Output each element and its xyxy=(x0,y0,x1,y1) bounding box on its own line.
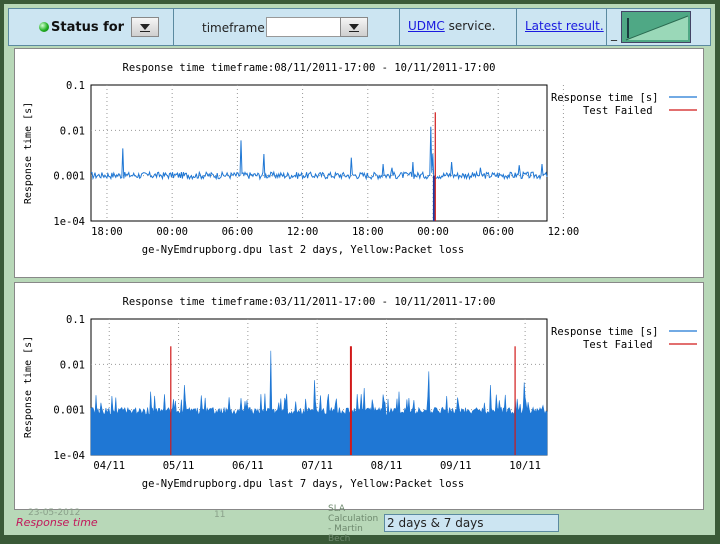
x-axis-label: ge-NyEmdrupborg.dpu last 7 days, Yellow:… xyxy=(142,478,464,490)
status-label: Status for xyxy=(51,20,125,35)
y-tick-label: 0.001 xyxy=(53,405,85,417)
top-toolbar: Status for timeframe UDMC service. Lates… xyxy=(8,8,711,46)
x-tick-label: 06/11 xyxy=(232,460,264,472)
timeframe-cell: timeframe xyxy=(174,9,400,45)
chart-title: Response time timeframe:08/11/2011-17:00… xyxy=(123,62,496,74)
legend-label-response: Response time [s] xyxy=(551,92,658,104)
udmc-link[interactable]: UDMC xyxy=(408,19,445,33)
x-tick-label: 09/11 xyxy=(440,460,472,472)
chart-title: Response time timeframe:03/11/2011-17:00… xyxy=(123,296,496,308)
x-tick-label: 00:00 xyxy=(156,226,188,238)
response-time-series xyxy=(90,350,548,456)
latest-cell: Latest result. xyxy=(517,9,607,45)
x-tick-label: 10/11 xyxy=(509,460,541,472)
thumb-separator: _ xyxy=(611,27,617,41)
status-dropdown-button[interactable] xyxy=(131,17,159,37)
y-tick-label: 1e-04 xyxy=(53,216,85,228)
y-tick-label: 0.01 xyxy=(60,359,85,371)
footer-topic: Response time xyxy=(16,516,98,529)
slide-footer: 23-05-2012 11 SLA Calculation - Martin B… xyxy=(14,504,704,544)
y-tick-label: 0.1 xyxy=(66,314,85,326)
x-tick-label: 18:00 xyxy=(352,226,384,238)
legend-label-failed: Test Failed xyxy=(583,339,653,351)
y-axis-label: Response time [s] xyxy=(23,336,34,438)
udmc-text: UDMC service. xyxy=(408,19,495,33)
y-tick-label: 0.1 xyxy=(66,80,85,92)
timeframe-label: timeframe xyxy=(202,21,265,35)
response-chart-7-days: Response time timeframe:03/11/2011-17:00… xyxy=(23,296,697,490)
chart-panel-7-days: Response time timeframe:03/11/2011-17:00… xyxy=(14,282,704,510)
footer-note: 2 days & 7 days xyxy=(387,516,484,530)
x-tick-label: 00:00 xyxy=(417,226,449,238)
footer-note-box: 2 days & 7 days xyxy=(384,514,559,532)
latest-result-link[interactable]: Latest result. xyxy=(525,19,604,33)
x-tick-label: 07/11 xyxy=(301,460,333,472)
chart-panel-2-days: Response time timeframe:08/11/2011-17:00… xyxy=(14,48,704,278)
udmc-cell: UDMC service. xyxy=(400,9,517,45)
x-tick-label: 05/11 xyxy=(163,460,195,472)
x-tick-label: 06:00 xyxy=(222,226,254,238)
x-tick-label: 04/11 xyxy=(93,460,125,472)
service-suffix: service. xyxy=(444,19,496,33)
footer-author: SLA Calculation - Martin Bech xyxy=(328,504,379,544)
status-ok-icon xyxy=(39,22,49,32)
footer-page-number: 11 xyxy=(214,510,226,520)
x-tick-label: 06:00 xyxy=(482,226,514,238)
thumbnail-preview[interactable] xyxy=(621,11,691,43)
y-tick-label: 0.01 xyxy=(60,125,85,137)
x-tick-label: 12:00 xyxy=(287,226,319,238)
y-tick-label: 0.001 xyxy=(53,171,85,183)
thumbnail-cell: _ xyxy=(607,9,712,45)
y-tick-label: 1e-04 xyxy=(53,450,85,462)
y-axis-label: Response time [s] xyxy=(23,102,34,204)
legend-label-failed: Test Failed xyxy=(583,105,653,117)
x-tick-label: 18:00 xyxy=(91,226,123,238)
plot-area xyxy=(90,84,548,222)
x-tick-label: 08/11 xyxy=(371,460,403,472)
legend-label-response: Response time [s] xyxy=(551,326,658,338)
x-tick-label: 12:00 xyxy=(548,226,580,238)
thumbnail-graphic xyxy=(622,12,690,42)
footer-left: 23-05-2012 11 SLA Calculation - Martin B… xyxy=(14,504,384,544)
x-axis-label: ge-NyEmdrupborg.dpu last 2 days, Yellow:… xyxy=(142,244,464,256)
response-time-series xyxy=(90,126,548,181)
response-chart-2-days: Response time timeframe:08/11/2011-17:00… xyxy=(23,62,697,256)
footer-date: 23-05-2012 xyxy=(28,508,81,518)
timeframe-dropdown-button[interactable] xyxy=(340,17,368,37)
status-cell: Status for xyxy=(9,9,174,45)
